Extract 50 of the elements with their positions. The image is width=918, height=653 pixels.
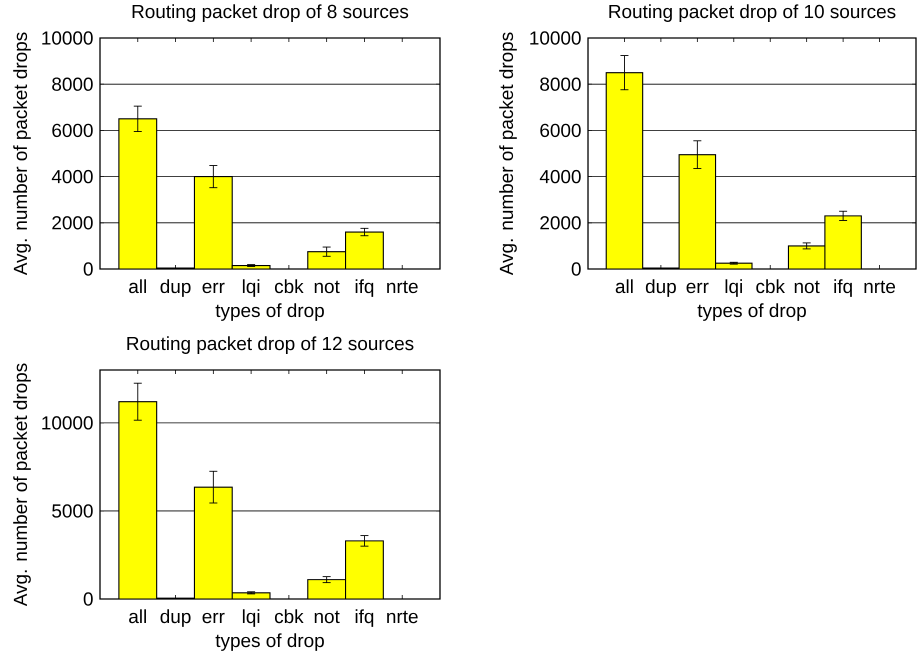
y-tick-label: 6000 <box>52 124 93 138</box>
x-axis-title: types of drop <box>216 633 324 651</box>
bar <box>118 402 157 599</box>
x-tick-label: ifq <box>356 279 374 297</box>
x-tick-label: lqi <box>242 279 260 297</box>
bar <box>606 72 643 269</box>
chart-title: Routing packet drop of 10 sources <box>609 4 896 22</box>
x-tick-label: dup <box>160 279 191 297</box>
x-tick-label: cbk <box>756 279 785 294</box>
y-axis-title: Avg. number of packet drops <box>13 364 31 606</box>
x-tick-label: err <box>686 282 709 294</box>
y-tick-label: 2000 <box>52 216 93 230</box>
x-tick-label: dup <box>160 609 191 627</box>
x-tick-label: lqi <box>242 609 260 627</box>
x-tick-label: nrte <box>387 280 418 294</box>
x-axis-title: types of drop <box>216 303 324 321</box>
y-tick-label: 8000 <box>540 77 581 91</box>
y-tick-label: 10000 <box>530 31 581 45</box>
y-tick-label: 6000 <box>540 124 581 138</box>
x-tick-label: cbk <box>274 609 304 624</box>
x-tick-label: err <box>202 612 225 624</box>
x-tick-label: err <box>202 282 225 294</box>
y-axis-title: Avg. number of packet drops <box>13 32 31 276</box>
x-tick-label: nrte <box>387 610 418 624</box>
x-tick-label: not <box>314 610 340 624</box>
y-tick-label: 4000 <box>540 170 581 184</box>
y-tick-label: 10000 <box>42 31 93 45</box>
x-tick-label: not <box>314 280 340 294</box>
x-tick-label: ifq <box>834 279 852 297</box>
y-tick-label: 2000 <box>540 216 581 230</box>
x-tick-label: all <box>616 279 633 294</box>
x-tick-label: all <box>129 279 146 294</box>
y-tick-label: 0 <box>84 262 93 276</box>
x-tick-label: nrte <box>864 280 896 294</box>
x-tick-label: not <box>794 280 820 294</box>
x-tick-label: cbk <box>274 279 304 294</box>
x-axis-title: types of drop <box>698 303 806 321</box>
y-tick-label: 0 <box>572 262 581 276</box>
x-tick-label: dup <box>646 279 676 297</box>
chart-title: Routing packet drop of 8 sources <box>132 4 408 22</box>
x-tick-label: all <box>129 609 146 624</box>
y-tick-label: 0 <box>84 592 93 606</box>
y-tick-label: 8000 <box>52 77 93 91</box>
x-tick-label: ifq <box>356 609 374 627</box>
y-tick-label: 4000 <box>52 170 93 184</box>
x-tick-label: lqi <box>726 279 742 297</box>
y-tick-label: 5000 <box>52 504 93 518</box>
chart-title: Routing packet drop of 12 sources <box>127 336 414 354</box>
y-tick-label: 10000 <box>42 416 93 430</box>
y-axis-title: Avg. number of packet drops <box>499 32 517 276</box>
